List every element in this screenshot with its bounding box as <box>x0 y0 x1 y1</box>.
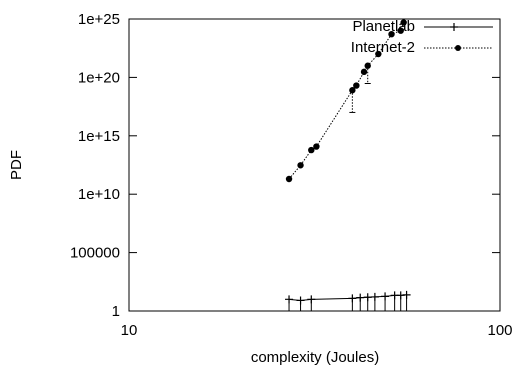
data-point <box>348 294 357 303</box>
data-point <box>349 87 356 94</box>
y-axis-title: PDF <box>8 150 25 180</box>
plot-frame <box>128 18 501 312</box>
data-point <box>375 50 382 58</box>
data-point <box>370 292 379 301</box>
data-point <box>397 27 404 34</box>
data-point <box>388 30 395 38</box>
legend-marker-planetlab <box>450 23 458 31</box>
series-planetlab <box>285 290 411 312</box>
data-point <box>285 295 294 304</box>
series-layer <box>285 19 411 312</box>
series-line <box>288 294 407 301</box>
data-point <box>285 175 293 183</box>
x-axis-title: complexity (Joules) <box>251 349 379 366</box>
data-point <box>400 19 407 26</box>
data-point <box>296 296 305 305</box>
data-point <box>360 68 368 76</box>
data-point <box>297 162 304 169</box>
x-tick-label: 10 <box>121 322 138 339</box>
ticks: 1 100000 1e+10 1e+15 1e+20 1e+25 10 100 <box>70 11 513 339</box>
y-tick-label: 1e+10 <box>78 186 120 203</box>
legend-marker-internet-2 <box>455 45 461 51</box>
data-point <box>402 290 411 299</box>
data-point <box>364 62 371 69</box>
x-tick-label: 100 <box>487 322 512 339</box>
y-tick-label: 1e+15 <box>78 128 120 145</box>
series-internet-2 <box>285 19 407 183</box>
data-point <box>307 295 316 304</box>
legend: Planetlab Internet-2 <box>351 18 493 56</box>
y-tick-label: 1e+20 <box>78 69 120 86</box>
y-tick-label: 1 <box>112 303 120 320</box>
data-point <box>313 143 320 150</box>
data-point <box>353 82 360 89</box>
data-point <box>356 293 365 302</box>
y-tick-label: 1e+25 <box>78 11 120 28</box>
legend-label-internet-2: Internet-2 <box>351 39 415 56</box>
legend-label-planetlab: Planetlab <box>352 18 415 35</box>
data-point <box>308 146 315 154</box>
data-point <box>363 293 372 302</box>
y-tick-label: 100000 <box>70 245 120 262</box>
data-point <box>381 292 390 301</box>
